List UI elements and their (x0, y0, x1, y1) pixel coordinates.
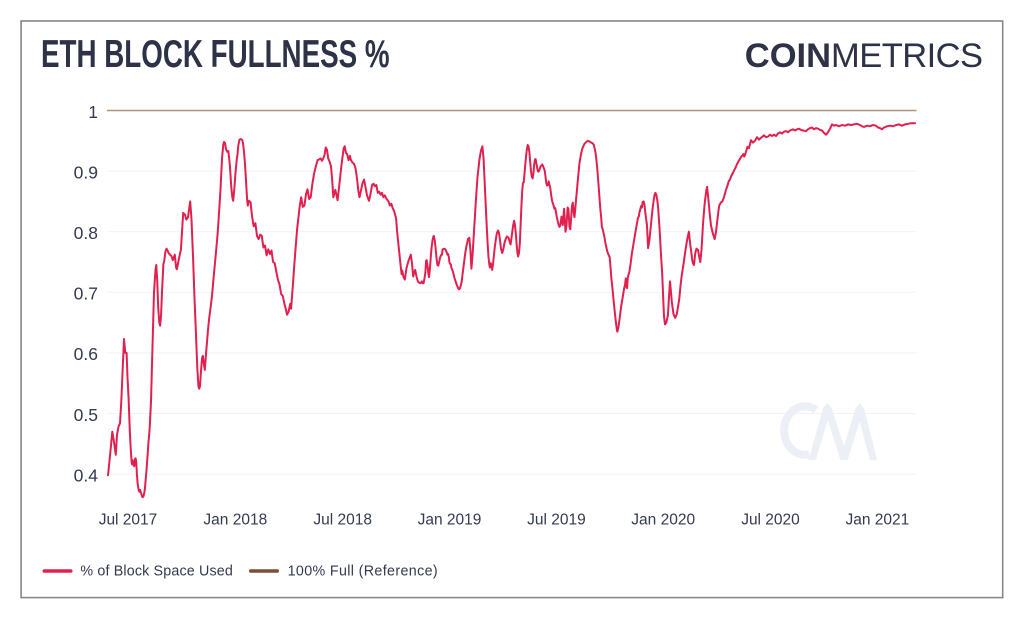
svg-text:Jan 2019: Jan 2019 (418, 512, 482, 529)
svg-text:0.5: 0.5 (74, 405, 98, 425)
svg-text:Jul 2020: Jul 2020 (741, 512, 800, 529)
svg-text:1: 1 (88, 102, 98, 122)
svg-text:0.6: 0.6 (74, 344, 98, 364)
svg-text:Jul 2019: Jul 2019 (527, 512, 586, 529)
svg-text:Jan 2020: Jan 2020 (631, 512, 695, 529)
svg-text:Jan 2021: Jan 2021 (846, 512, 910, 529)
svg-text:Jul 2018: Jul 2018 (313, 512, 372, 529)
svg-text:0.7: 0.7 (74, 284, 98, 304)
svg-text:% of Block Space Used: % of Block Space Used (80, 563, 233, 579)
svg-text:0.4: 0.4 (74, 465, 99, 485)
svg-text:0.8: 0.8 (74, 223, 98, 243)
svg-text:Jul 2017: Jul 2017 (99, 512, 158, 529)
svg-text:0.9: 0.9 (74, 162, 98, 182)
svg-text:Jan 2018: Jan 2018 (203, 512, 267, 529)
svg-text:100% Full (Reference): 100% Full (Reference) (288, 563, 438, 579)
